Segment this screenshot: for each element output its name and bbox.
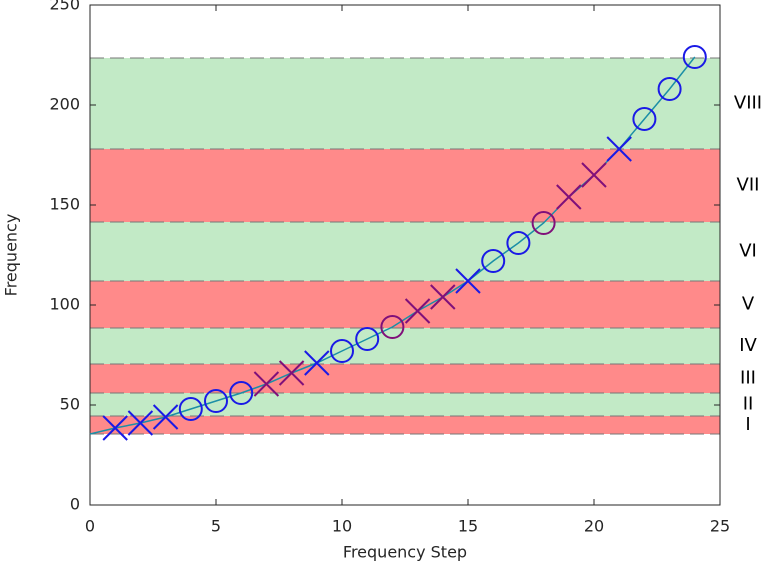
x-marker (455, 268, 481, 294)
x-tick-label: 10 (332, 517, 352, 536)
x-marker (404, 298, 431, 324)
circle-marker (330, 339, 354, 363)
band-label: IV (739, 335, 757, 356)
x-marker (430, 284, 456, 310)
x-tick-label: 20 (584, 517, 604, 536)
band-label: V (742, 294, 755, 315)
circle-marker (657, 77, 682, 101)
x-marker (304, 350, 330, 376)
band (90, 364, 720, 393)
x-tick-label: 15 (458, 517, 478, 536)
y-axis-label: Frequency (2, 214, 21, 297)
x-tick-label: 5 (211, 517, 221, 536)
band-label: VII (737, 175, 760, 196)
band (90, 222, 720, 281)
band-label: VI (739, 241, 757, 262)
circle-marker (632, 107, 657, 131)
x-marker (102, 415, 128, 441)
y-tick-label: 150 (49, 195, 80, 214)
x-marker (127, 410, 154, 436)
y-tick-label: 0 (70, 495, 80, 514)
circle-marker (355, 327, 380, 351)
x-tick-label: 0 (85, 517, 95, 536)
band-label: I (745, 414, 750, 435)
band-label: VIII (734, 93, 762, 114)
y-tick-label: 50 (60, 395, 80, 414)
circle-marker (204, 389, 228, 413)
x-marker (606, 136, 632, 162)
y-tick-label: 100 (49, 295, 80, 314)
band (90, 328, 720, 364)
y-tick-label: 250 (49, 0, 80, 14)
plot-frame (89, 4, 721, 506)
x-marker (556, 184, 582, 210)
band-label: II (743, 394, 754, 415)
x-axis-label: Frequency Step (343, 543, 467, 562)
x-marker (581, 162, 607, 188)
circle-marker (682, 45, 707, 69)
circle-marker (380, 315, 405, 339)
band (90, 149, 720, 222)
circle-marker (229, 381, 254, 405)
band (90, 58, 720, 149)
circle-marker (178, 397, 203, 421)
circle-marker (531, 211, 556, 235)
x-marker (152, 404, 179, 430)
y-tick-label: 200 (49, 95, 80, 114)
x-marker (278, 360, 305, 386)
band (90, 281, 720, 328)
band-label: III (740, 368, 756, 389)
band (90, 393, 720, 416)
circle-marker (481, 249, 506, 273)
band (90, 416, 720, 434)
x-tick-label: 25 (710, 517, 730, 536)
x-marker (253, 371, 280, 397)
circle-marker (506, 231, 531, 255)
